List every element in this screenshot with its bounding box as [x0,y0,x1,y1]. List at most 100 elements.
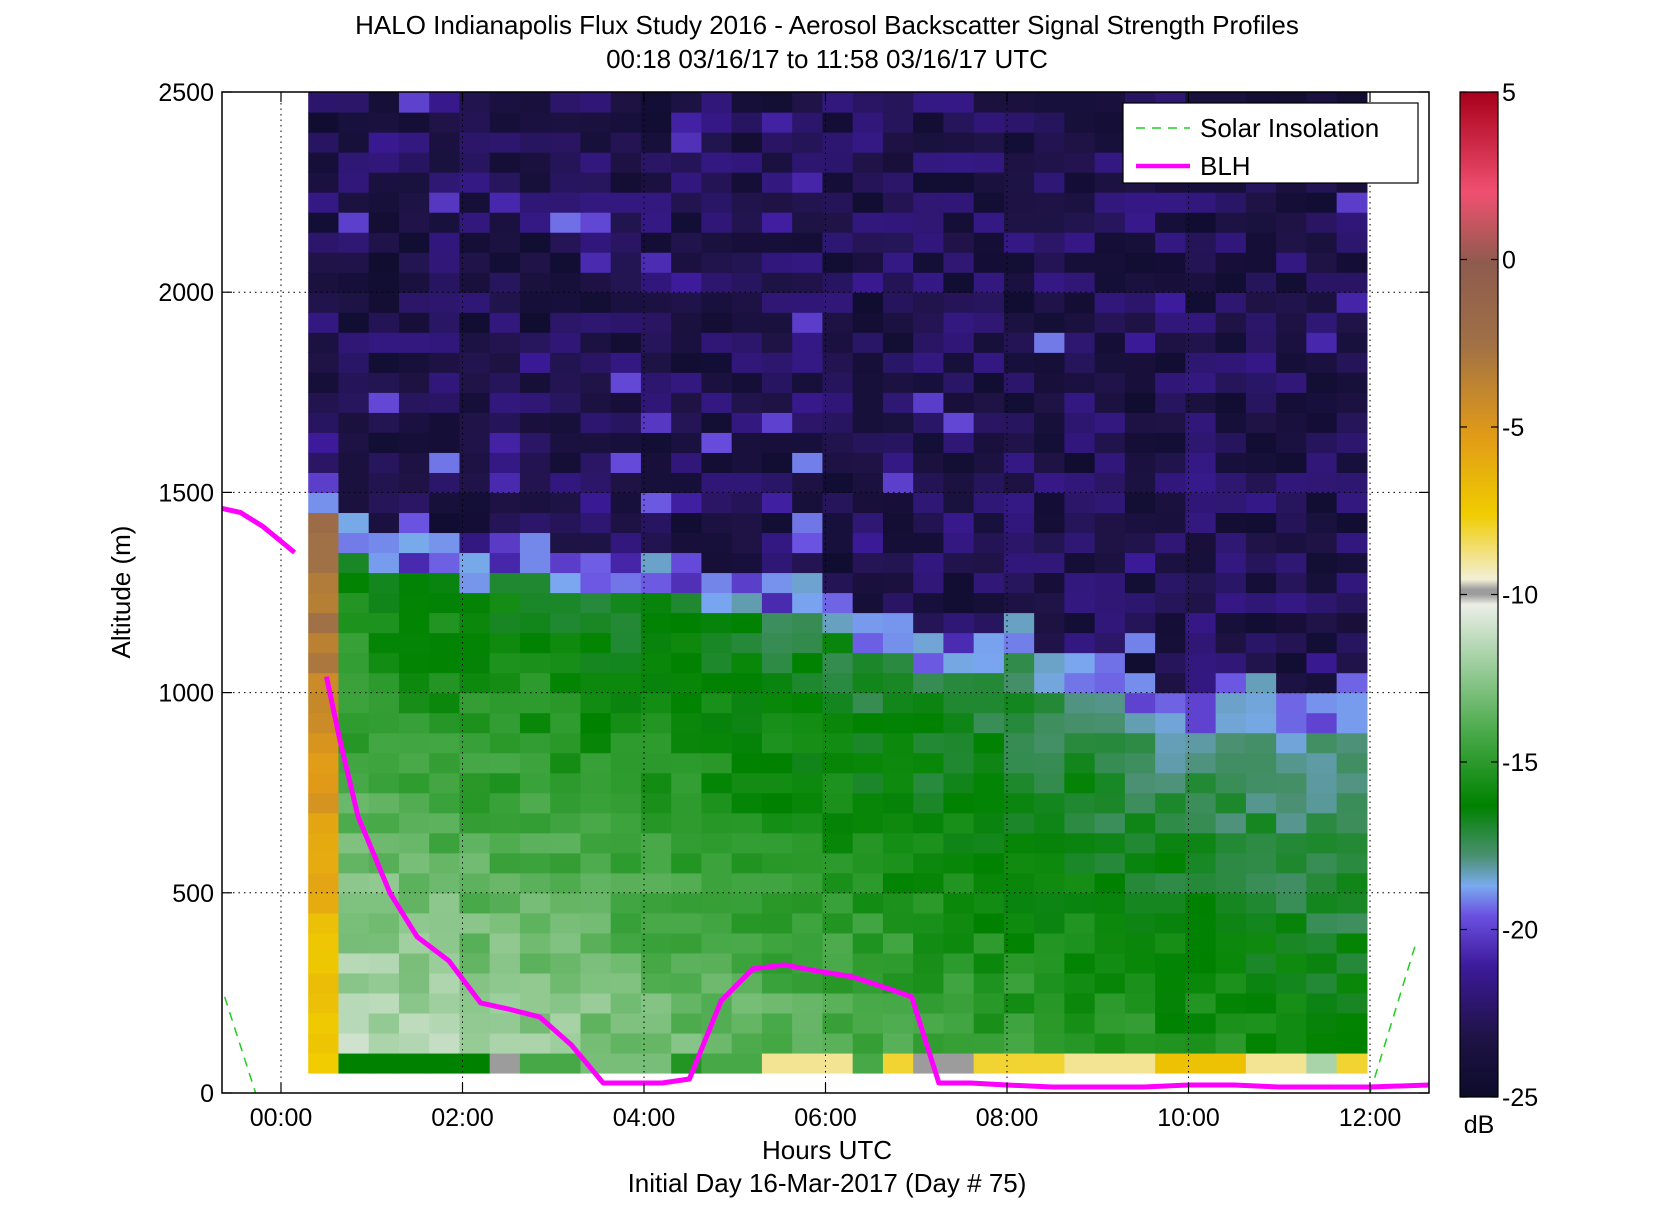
heatmap-cell [731,552,763,574]
y-axis-label: Altitude (m) [106,526,136,659]
heatmap-cell [610,472,642,493]
heatmap-cell [1215,932,1247,954]
heatmap-cell [671,932,703,954]
heatmap-cell [701,792,733,814]
heatmap-cell [398,412,430,433]
heatmap-cell [913,912,945,934]
heatmap-cell [610,712,642,734]
heatmap-cell [459,732,491,754]
x-tick-label: 10:00 [1157,1104,1220,1132]
heatmap-cell [610,132,642,153]
heatmap-cell [1185,1032,1217,1054]
heatmap-cell [1215,572,1247,594]
heatmap-cell [1215,792,1247,814]
heatmap-cell [701,652,733,674]
heatmap-cell [761,892,793,914]
heatmap-cell [398,892,430,914]
heatmap-cell [1185,412,1217,433]
heatmap-cell [822,212,854,233]
heatmap-cell [1276,192,1307,213]
heatmap-cell [338,432,370,453]
heatmap-cell [671,292,703,313]
heatmap-cell [429,472,461,493]
heatmap-cell [1003,992,1035,1014]
heatmap-cell [640,572,672,594]
heatmap-cell [489,952,521,974]
heatmap-cell [671,392,703,413]
heatmap-cell [610,392,642,413]
heatmap-cell [1336,1012,1368,1034]
heatmap-cell [1094,432,1126,453]
heatmap-cell [1336,632,1368,654]
heatmap-cell [308,212,340,233]
heatmap-cell [1215,952,1247,974]
heatmap-cell [338,1012,370,1034]
heatmap-cell [761,452,793,473]
heatmap-cell [489,652,521,674]
heatmap-cell [308,112,340,133]
heatmap-cell [550,692,582,714]
heatmap-cell [338,712,370,734]
heatmap-cell [913,392,945,413]
heatmap-cell [671,572,703,594]
heatmap-cell [1124,1052,1156,1074]
heatmap-cell [338,892,370,914]
heatmap-cell [610,652,642,674]
heatmap-cell [1003,432,1035,453]
heatmap-cell [1155,672,1186,694]
heatmap-cell [519,672,551,694]
heatmap-cell [973,952,1005,974]
heatmap-cell [1215,512,1247,534]
heatmap-cell [671,852,703,874]
heatmap-cell [701,612,733,634]
heatmap-cell [852,832,884,854]
heatmap-cell [1276,512,1307,534]
heatmap-cell [610,952,642,974]
heatmap-cell [1034,892,1066,914]
heatmap-cell [550,592,582,614]
heatmap-cell [338,352,370,373]
heatmap-cell [1064,232,1096,253]
heatmap-cell [338,92,370,113]
heatmap-cell [1276,432,1307,453]
heatmap-cell [1124,212,1156,233]
heatmap-cell [761,332,793,353]
heatmap-cell [822,1012,854,1034]
heatmap-cell [398,332,430,353]
heatmap-cell [1215,412,1247,433]
heatmap-cell [580,1032,612,1054]
heatmap-cell [943,572,975,594]
heatmap-cell [519,272,551,293]
heatmap-cell [973,232,1005,253]
heatmap-cell [852,412,884,433]
heatmap-cell [792,632,824,654]
heatmap-cell [701,1052,733,1074]
heatmap-cell [640,372,672,393]
heatmap-cell [822,752,854,774]
heatmap-cell [701,392,733,413]
heatmap-cell [1306,932,1338,954]
heatmap-cell [1034,712,1066,734]
heatmap-cell [792,832,824,854]
heatmap-cell [338,192,370,213]
heatmap-cell [1034,272,1066,293]
heatmap-cell [1245,312,1277,333]
heatmap-cell [1064,292,1096,313]
heatmap-cell [1245,592,1277,614]
heatmap-cell [731,572,763,594]
heatmap-cell [822,392,854,413]
heatmap-cell [1094,412,1126,433]
heatmap-cell [1094,972,1126,994]
heatmap-cell [792,432,824,453]
heatmap-cell [792,92,824,113]
heatmap-cell [1276,772,1307,794]
heatmap-cell [610,732,642,754]
heatmap-cell [308,172,340,193]
heatmap-cell [1094,212,1126,233]
heatmap-cell [459,472,491,493]
heatmap-cell [610,312,642,333]
heatmap-cell [368,332,400,353]
heatmap-cell [1034,592,1066,614]
heatmap-cell [1276,592,1307,614]
heatmap-cell [308,912,340,934]
